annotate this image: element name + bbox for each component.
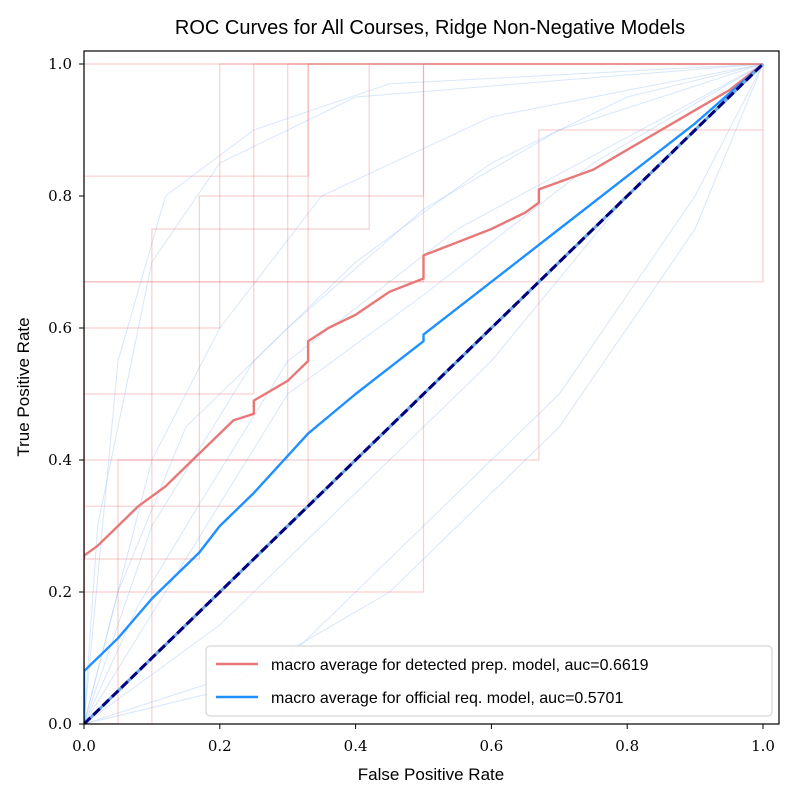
detected-macro-average-line bbox=[84, 63, 764, 559]
legend-label-official: macro average for official req. model, a… bbox=[271, 690, 623, 707]
x-tick-label: 0.2 bbox=[208, 737, 232, 755]
chart-title: ROC Curves for All Courses, Ridge Non-Ne… bbox=[175, 17, 685, 39]
x-axis-ticks: 0.0 0.2 0.4 0.6 0.8 1.0 bbox=[72, 724, 775, 755]
x-axis-label: False Positive Rate bbox=[358, 765, 504, 784]
legend-box bbox=[205, 645, 773, 717]
detected-course-curve bbox=[84, 63, 763, 724]
official-course-curve bbox=[84, 63, 764, 724]
official-course-curve bbox=[84, 63, 764, 724]
legend: macro average for detected prep. model, … bbox=[205, 645, 773, 717]
detected-course-curve bbox=[84, 64, 764, 724]
main-curves bbox=[84, 62, 765, 724]
y-axis-ticks: 0.0 0.2 0.4 0.6 0.8 1.0 bbox=[48, 55, 84, 733]
detected-course-curve bbox=[84, 63, 763, 724]
detected-course-curve bbox=[84, 129, 763, 724]
chance-line bbox=[84, 62, 765, 724]
official-course-curve bbox=[84, 63, 764, 724]
y-tick-label: 0.6 bbox=[48, 319, 72, 337]
x-tick-label: 0.4 bbox=[344, 737, 368, 755]
y-tick-label: 0.8 bbox=[48, 187, 72, 205]
y-tick-label: 1.0 bbox=[48, 55, 72, 73]
x-tick-label: 0.8 bbox=[615, 737, 639, 755]
official-course-curve bbox=[84, 63, 764, 724]
x-tick-label: 0.6 bbox=[479, 737, 503, 755]
official-course-curve bbox=[84, 63, 764, 724]
detected-course-curve bbox=[84, 63, 763, 724]
detected-course-curve bbox=[84, 63, 763, 724]
y-tick-label: 0.4 bbox=[48, 451, 72, 469]
detected-course-curve bbox=[84, 63, 763, 724]
legend-label-detected: macro average for detected prep. model, … bbox=[271, 657, 649, 674]
official-course-curve bbox=[84, 63, 764, 724]
official-macro-average-line bbox=[84, 63, 764, 724]
y-tick-label: 0.0 bbox=[48, 715, 72, 733]
x-tick-label: 1.0 bbox=[751, 737, 775, 755]
y-axis-label: True Positive Rate bbox=[14, 317, 33, 456]
x-tick-label: 0.0 bbox=[72, 737, 96, 755]
detected-course-curve bbox=[84, 63, 763, 724]
plot-frame bbox=[83, 50, 780, 725]
detected-course-curve bbox=[84, 63, 763, 724]
detected-course-curve bbox=[84, 63, 763, 724]
background-curves bbox=[84, 63, 764, 724]
y-tick-label: 0.2 bbox=[48, 583, 72, 601]
